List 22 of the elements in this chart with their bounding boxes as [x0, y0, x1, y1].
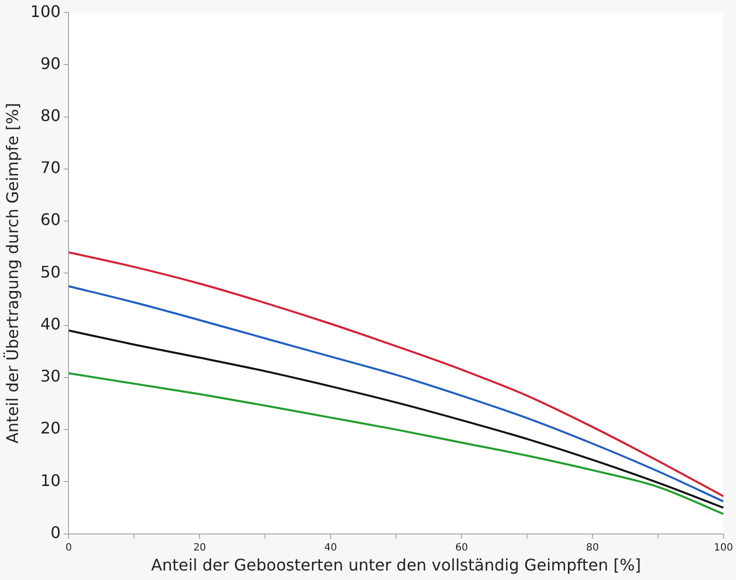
x-tick-label: 0 [66, 542, 72, 554]
line-series [68, 372, 724, 515]
y-tick-label: 40 [40, 314, 61, 334]
y-tick-label: 70 [40, 158, 61, 178]
y-tick-label: 90 [40, 54, 61, 73]
line-series [68, 285, 724, 502]
x-axis-title: Anteil der Geboosterten unter den vollständig Geimpften [%] [151, 556, 642, 575]
x-tick-label: 40 [324, 542, 337, 554]
y-tick-label: 60 [40, 210, 61, 230]
y-tick-label: 20 [40, 418, 61, 438]
y-tick-label: 50 [40, 262, 61, 282]
y-axis-title: Anteil der Übertragung durch Geimpfe [%] [2, 102, 22, 444]
y-tick-label: 10 [40, 470, 61, 490]
x-tick-label: 60 [455, 542, 468, 554]
line-series [68, 330, 724, 509]
line-series [68, 251, 724, 498]
y-tick-label: 100 [30, 2, 61, 21]
y-tick-label: 30 [40, 366, 61, 386]
y-tick-label: 80 [40, 106, 61, 125]
x-tick-label: 80 [586, 542, 599, 554]
x-tick-label: 100 [714, 542, 734, 554]
x-tick-label: 20 [193, 542, 206, 554]
